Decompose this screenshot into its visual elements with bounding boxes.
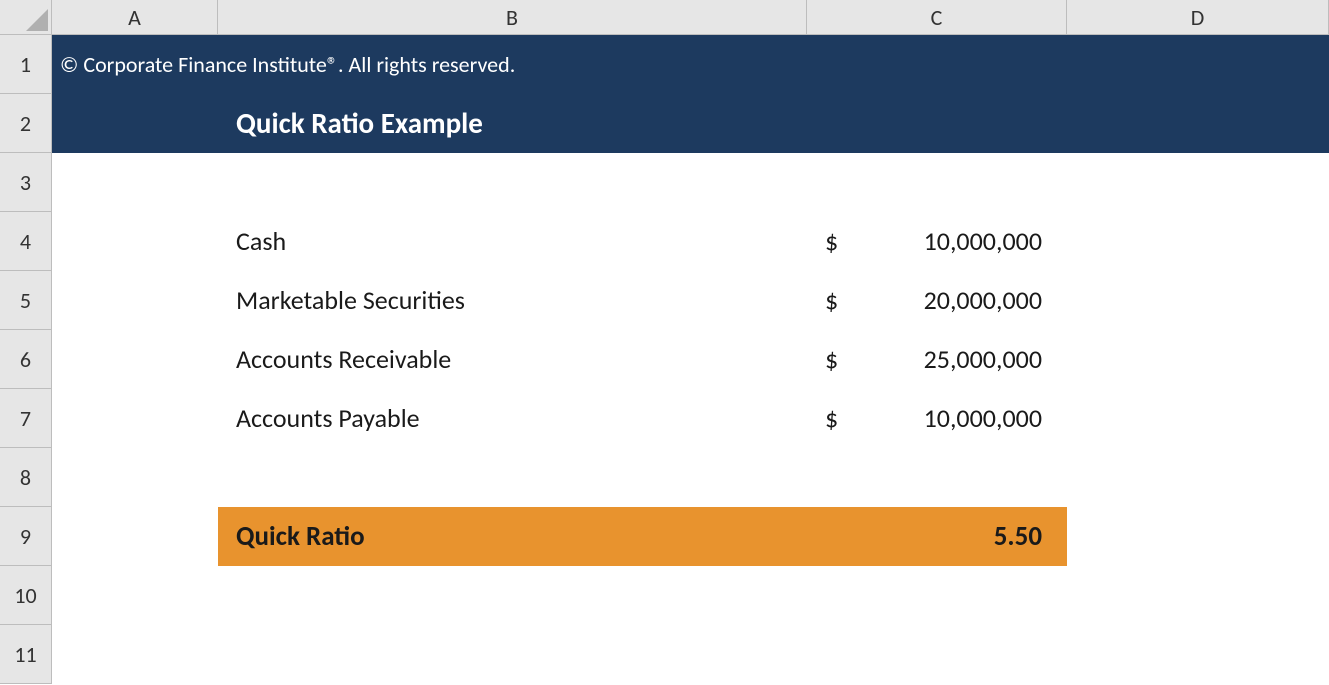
- marketable-securities-label[interactable]: Marketable Securities: [218, 271, 807, 330]
- accounts-receivable-label[interactable]: Accounts Receivable: [218, 330, 807, 389]
- accounts-payable-value-cell[interactable]: $ 10,000,000: [807, 389, 1067, 448]
- cell-d11[interactable]: [1067, 625, 1329, 684]
- cell-d3[interactable]: [1067, 153, 1329, 212]
- accounts-payable-label[interactable]: Accounts Payable: [218, 389, 807, 448]
- cell-d9[interactable]: [1067, 507, 1329, 566]
- cell-a3[interactable]: [52, 153, 218, 212]
- cell-a7[interactable]: [52, 389, 218, 448]
- row-header-6[interactable]: 6: [0, 330, 52, 389]
- currency-symbol: $: [825, 225, 838, 257]
- row-header-8[interactable]: 8: [0, 448, 52, 507]
- row-header-2[interactable]: 2: [0, 94, 52, 153]
- row-header-11[interactable]: 11: [0, 625, 52, 684]
- marketable-securities-value: 20,000,000: [924, 284, 1042, 316]
- cell-d4[interactable]: [1067, 212, 1329, 271]
- cell-c8[interactable]: [807, 448, 1067, 507]
- cell-d2[interactable]: [1067, 94, 1329, 153]
- quick-ratio-label[interactable]: Quick Ratio: [218, 507, 807, 566]
- spreadsheet-grid: A B C D 1 © Corporate Finance Institute®…: [0, 0, 1329, 684]
- cell-a2[interactable]: [52, 94, 218, 153]
- row-header-5[interactable]: 5: [0, 271, 52, 330]
- accounts-payable-value: 10,000,000: [924, 402, 1042, 434]
- cell-d10[interactable]: [1067, 566, 1329, 625]
- col-header-d[interactable]: D: [1067, 0, 1329, 35]
- cell-a5[interactable]: [52, 271, 218, 330]
- cell-a11[interactable]: [52, 625, 218, 684]
- currency-symbol: $: [825, 343, 838, 375]
- cell-d5[interactable]: [1067, 271, 1329, 330]
- cell-a6[interactable]: [52, 330, 218, 389]
- currency-symbol: $: [825, 402, 838, 434]
- row-header-3[interactable]: 3: [0, 153, 52, 212]
- copyright-cell[interactable]: © Corporate Finance Institute®. All righ…: [52, 35, 1329, 94]
- accounts-receivable-value-cell[interactable]: $ 25,000,000: [807, 330, 1067, 389]
- quick-ratio-value[interactable]: 5.50: [807, 507, 1067, 566]
- cell-b10[interactable]: [218, 566, 807, 625]
- row-header-1[interactable]: 1: [0, 35, 52, 94]
- row-header-7[interactable]: 7: [0, 389, 52, 448]
- col-header-c[interactable]: C: [807, 0, 1067, 35]
- accounts-receivable-value: 25,000,000: [924, 343, 1042, 375]
- col-header-a[interactable]: A: [52, 0, 218, 35]
- cash-value: 10,000,000: [924, 225, 1042, 257]
- cell-c10[interactable]: [807, 566, 1067, 625]
- row-header-9[interactable]: 9: [0, 507, 52, 566]
- cell-b8[interactable]: [218, 448, 807, 507]
- cash-label[interactable]: Cash: [218, 212, 807, 271]
- cell-c11[interactable]: [807, 625, 1067, 684]
- cell-a4[interactable]: [52, 212, 218, 271]
- cell-d8[interactable]: [1067, 448, 1329, 507]
- col-header-b[interactable]: B: [218, 0, 807, 35]
- cash-value-cell[interactable]: $ 10,000,000: [807, 212, 1067, 271]
- cell-d6[interactable]: [1067, 330, 1329, 389]
- marketable-securities-value-cell[interactable]: $ 20,000,000: [807, 271, 1067, 330]
- title-cell[interactable]: Quick Ratio Example: [218, 94, 807, 153]
- cell-d7[interactable]: [1067, 389, 1329, 448]
- cell-a8[interactable]: [52, 448, 218, 507]
- cell-c3[interactable]: [807, 153, 1067, 212]
- row-header-10[interactable]: 10: [0, 566, 52, 625]
- cell-b11[interactable]: [218, 625, 807, 684]
- cell-a10[interactable]: [52, 566, 218, 625]
- row-header-4[interactable]: 4: [0, 212, 52, 271]
- cell-b3[interactable]: [218, 153, 807, 212]
- cell-a9[interactable]: [52, 507, 218, 566]
- cell-c2[interactable]: [807, 94, 1067, 153]
- currency-symbol: $: [825, 284, 838, 316]
- select-all-corner[interactable]: [0, 0, 52, 35]
